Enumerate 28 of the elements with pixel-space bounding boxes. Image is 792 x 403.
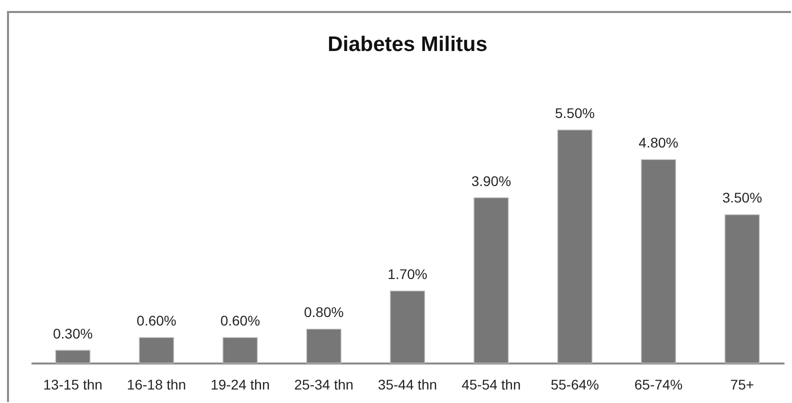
data-label: 5.50% [554,105,595,121]
bar [138,337,174,364]
x-tick-label: 55-64% [550,376,599,392]
x-tick-label: 65-74% [634,376,683,392]
x-tick-label: 13-15 thn [43,376,102,392]
data-label: 0.60% [136,312,176,329]
data-label: 1.70% [388,266,428,282]
data-label: 4.80% [638,134,678,151]
bar [55,350,90,364]
x-tick-label: 25-34 thn [294,376,354,392]
x-tick-label: 16-18 thn [126,376,186,392]
x-tick-label: 19-24 thn [210,376,270,392]
bar [474,197,509,364]
data-label: 3.50% [722,190,762,206]
x-tick-label: 75+ [730,376,754,392]
data-label: 0.60% [220,312,260,329]
bar [222,337,258,364]
bar [306,328,342,364]
bar [640,159,676,364]
data-label: 0.30% [52,325,93,342]
bar [557,130,592,364]
x-tick-label: 45-54 thn [462,376,521,392]
data-label: 0.80% [304,304,344,320]
bar [724,214,760,364]
chart-title: Diabetes Militus [328,33,488,56]
data-label: 3.90% [471,172,512,189]
bar [390,290,426,364]
x-tick-label: 35-44 thn [378,376,438,392]
